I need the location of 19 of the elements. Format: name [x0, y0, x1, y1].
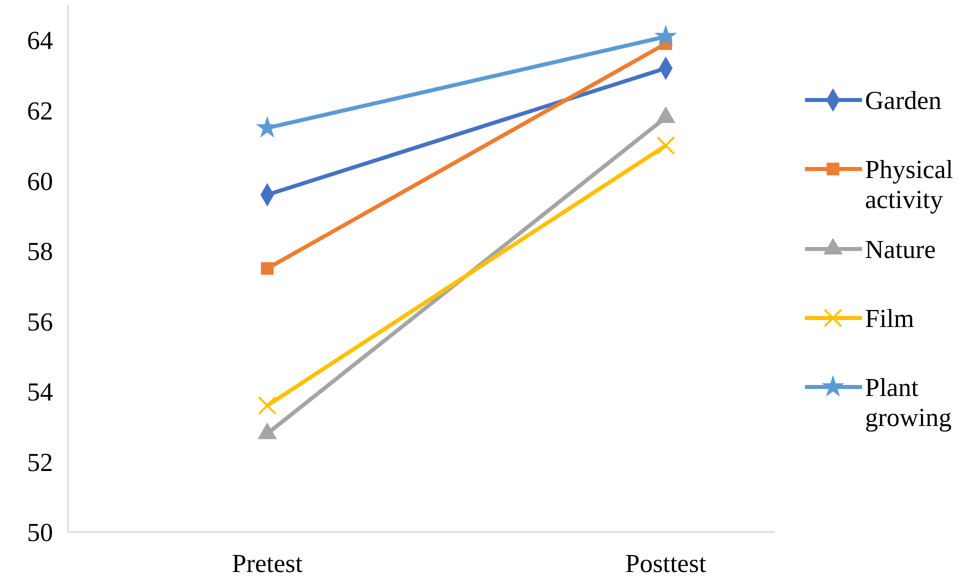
- legend-label: Plant growing: [865, 373, 952, 432]
- y-tick-label: 50: [27, 518, 53, 548]
- legend-label: Physical activity: [865, 155, 954, 214]
- point: [260, 262, 274, 275]
- x-tick-label: Posttest: [625, 549, 707, 578]
- y-tick-label: 52: [27, 448, 53, 477]
- y-tick-label: 64: [27, 26, 53, 56]
- legend-label: Nature: [865, 235, 936, 264]
- point: [258, 396, 277, 415]
- legend-label: Garden: [865, 86, 942, 116]
- y-tick-label: 62: [27, 96, 53, 126]
- point: [654, 24, 678, 46]
- y-tick-label: 60: [27, 166, 53, 196]
- y-tick-label: 54: [27, 378, 53, 407]
- y-tick-label: 56: [27, 307, 53, 336]
- legend-label: Film: [865, 304, 914, 334]
- y-tick-label: 58: [27, 237, 53, 266]
- point: [656, 136, 676, 155]
- x-tick-label: Pretest: [232, 549, 304, 578]
